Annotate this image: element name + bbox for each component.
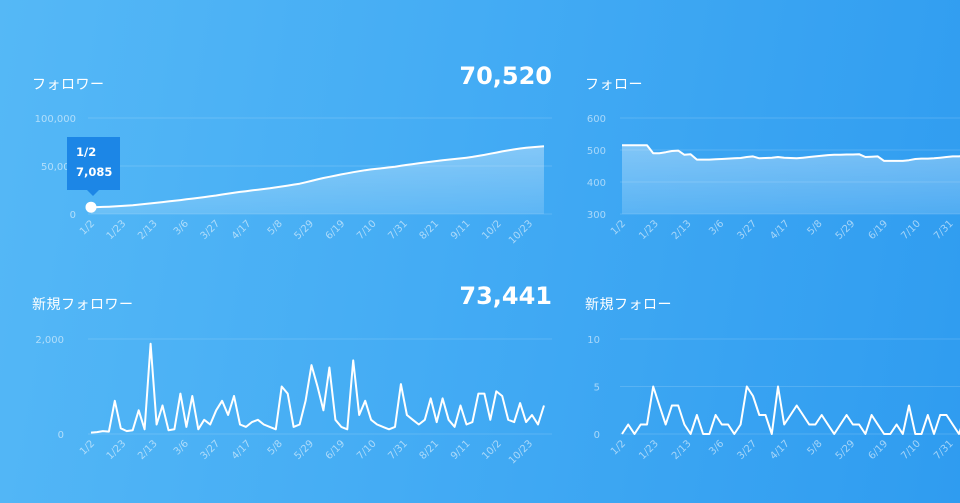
followers-title: フォロワー [32,77,105,93]
x-tick-label: 7/31 [932,218,956,242]
new-followers-total: 73,441 [459,282,552,310]
x-tick-label: 4/17 [768,218,792,242]
x-tick-label: 8/21 [418,438,442,462]
x-tick-label: 3/27 [199,438,223,462]
hover-point [85,201,97,213]
area-fill [622,145,960,214]
series-line [90,145,545,209]
y-tick-label: 500 [587,146,606,157]
x-tick-label: 2/13 [670,218,694,242]
x-tick-label: 6/19 [324,218,348,242]
series-line [622,144,960,162]
new-following-title: 新規フォロー [585,297,672,313]
y-tick-label: 100,000 [35,114,76,125]
x-tick-label: 5/29 [834,438,858,462]
series-line [90,342,545,434]
x-tick-label: 5/29 [834,218,858,242]
tooltip-value: 7,085 [76,165,113,179]
x-tick-label: 3/6 [707,218,726,237]
x-tick-label: 9/11 [449,438,473,462]
x-tick-label: 3/27 [735,218,759,242]
series-line [621,385,960,435]
x-tick-label: 10/2 [480,218,504,242]
x-tick-label: 5/29 [292,218,316,242]
x-tick-label: 7/10 [899,218,923,242]
y-tick-label: 5 [594,383,600,394]
y-tick-label: 0 [58,430,64,441]
x-tick-label: 7/10 [355,438,379,462]
y-tick-label: 0 [594,430,600,441]
x-tick-label: 5/29 [292,438,316,462]
x-tick-label: 1/2 [78,438,97,457]
x-tick-label: 4/17 [230,438,254,462]
x-tick-label: 3/6 [172,218,191,237]
x-tick-label: 10/23 [507,438,535,466]
y-tick-label: 300 [587,210,606,221]
tooltip-date: 1/2 [76,145,97,159]
followers-total: 70,520 [459,62,552,90]
x-tick-label: 7/31 [932,438,956,462]
x-tick-label: 4/17 [230,218,254,242]
x-tick-label: 1/2 [609,218,628,237]
x-tick-label: 10/2 [480,438,504,462]
x-tick-label: 4/17 [768,438,792,462]
x-tick-label: 2/13 [136,438,160,462]
x-tick-label: 3/27 [199,218,223,242]
x-tick-label: 7/10 [355,218,379,242]
x-tick-label: 3/27 [735,438,759,462]
x-tick-label: 2/13 [136,218,160,242]
x-tick-label: 1/23 [637,218,661,242]
x-tick-label: 6/19 [867,218,891,242]
x-tick-label: 8/21 [418,218,442,242]
x-tick-label: 1/2 [609,438,628,457]
y-tick-label: 10 [587,335,600,346]
y-tick-label: 400 [587,178,606,189]
x-tick-label: 5/8 [266,438,285,457]
x-tick-label: 1/23 [105,218,129,242]
x-tick-label: 1/23 [105,438,129,462]
x-tick-label: 6/19 [324,438,348,462]
x-tick-label: 5/8 [806,438,825,457]
x-tick-label: 1/23 [637,438,661,462]
x-tick-label: 7/31 [386,438,410,462]
x-tick-label: 3/6 [172,438,191,457]
x-tick-label: 7/31 [386,218,410,242]
x-tick-label: 2/13 [670,438,694,462]
x-tick-label: 1/2 [78,218,97,237]
x-tick-label: 5/8 [266,218,285,237]
x-tick-label: 10/23 [507,218,535,246]
y-tick-label: 0 [70,210,76,221]
x-tick-label: 3/6 [707,438,726,457]
y-tick-label: 50,000 [41,162,76,173]
y-tick-label: 600 [587,114,606,125]
x-tick-label: 7/10 [899,438,923,462]
y-tick-label: 2,000 [35,335,64,346]
x-tick-label: 6/19 [867,438,891,462]
x-tick-label: 9/11 [449,218,473,242]
following-title: フォロー [585,77,643,93]
new-followers-title: 新規フォロワー [32,297,134,313]
chart-tooltip: 1/2 7,085 [67,137,120,196]
x-tick-label: 5/8 [806,218,825,237]
